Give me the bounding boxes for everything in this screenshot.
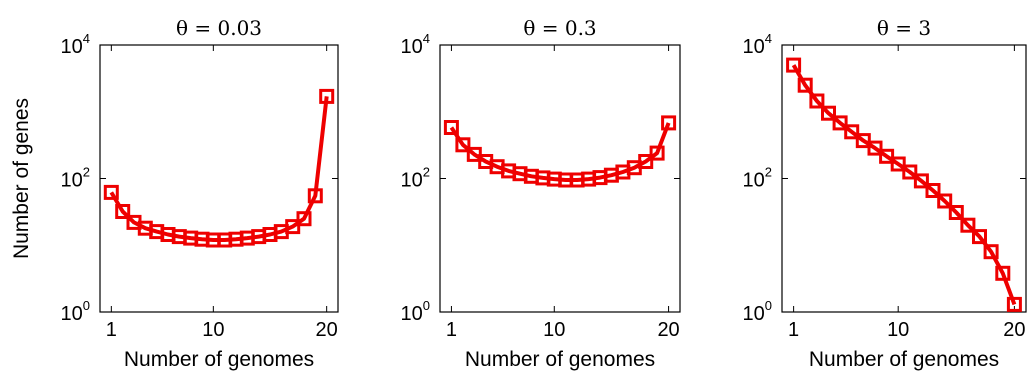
data-point-marker — [821, 105, 836, 121]
y-tick-exponent: 2 — [765, 165, 772, 180]
y-tick-label: 100 — [401, 298, 430, 325]
x-tick-label: 10 — [887, 319, 909, 341]
y-tick-base: 10 — [743, 303, 765, 325]
y-tick-label: 104 — [61, 31, 90, 58]
data-point-marker — [913, 173, 929, 189]
y-tick-base: 10 — [61, 170, 83, 192]
data-point-marker — [307, 188, 323, 204]
y-tick-exponent: 0 — [83, 298, 90, 313]
data-point-marker — [455, 137, 471, 153]
y-tick-base: 10 — [743, 170, 765, 192]
y-tick-exponent: 0 — [423, 298, 430, 313]
data-point-marker — [902, 164, 918, 180]
chart-title: θ = 3 — [877, 16, 931, 40]
y-tick-base: 10 — [743, 36, 765, 58]
x-axis-label: Number of genomes — [809, 348, 999, 371]
data-point-marker — [638, 154, 654, 169]
y-tick-label: 102 — [61, 165, 90, 192]
y-tick-label: 102 — [401, 165, 430, 192]
data-point-marker — [285, 219, 301, 235]
y-tick-label: 100 — [61, 298, 90, 325]
y-tick-base: 10 — [401, 303, 423, 325]
data-point-marker — [960, 217, 976, 233]
y-tick-base: 10 — [401, 170, 423, 192]
data-point-marker — [937, 193, 953, 209]
data-point-marker — [890, 156, 906, 172]
data-point-marker — [115, 204, 131, 219]
series-line — [449, 122, 671, 182]
y-tick-exponent: 4 — [83, 31, 90, 46]
series-line — [791, 64, 1017, 306]
chart-title: θ = 0.3 — [523, 16, 596, 40]
y-tick-base: 10 — [401, 36, 423, 58]
x-tick-label: 10 — [202, 319, 224, 341]
data-point-marker — [879, 148, 895, 164]
data-point-marker — [103, 184, 119, 200]
y-tick-exponent: 4 — [423, 31, 430, 46]
data-point-marker — [983, 244, 999, 260]
data-point-marker — [844, 124, 860, 140]
x-axis-label: Number of genomes — [124, 348, 314, 371]
y-axis-label: Number of genes — [10, 98, 33, 259]
data-point-marker — [649, 145, 665, 161]
x-tick-label: 1 — [788, 319, 799, 341]
y-tick-exponent: 4 — [765, 31, 772, 46]
series-line — [109, 96, 329, 242]
x-axis-label: Number of genomes — [465, 348, 655, 371]
data-point-marker — [1006, 296, 1022, 312]
data-point-marker — [797, 77, 813, 93]
data-point-marker — [832, 115, 848, 131]
plot-frame — [99, 44, 339, 313]
data-point-marker — [867, 140, 883, 156]
data-point-marker — [948, 205, 964, 220]
x-tick-label: 20 — [1003, 319, 1025, 341]
y-tick-label: 104 — [401, 31, 430, 58]
x-tick-label: 1 — [446, 319, 457, 341]
y-tick-base: 10 — [61, 303, 83, 325]
data-point-marker — [925, 183, 941, 198]
y-tick-label: 100 — [743, 298, 772, 325]
x-tick-label: 20 — [316, 319, 338, 341]
y-tick-label: 104 — [743, 31, 772, 58]
data-point-marker — [296, 211, 312, 227]
data-point-marker — [319, 88, 335, 104]
x-tick-label: 20 — [657, 319, 679, 341]
y-tick-exponent: 0 — [765, 298, 772, 313]
data-point-marker — [972, 229, 987, 245]
x-tick-label: 10 — [543, 319, 565, 341]
y-tick-exponent: 2 — [423, 165, 430, 180]
data-point-marker — [809, 93, 825, 109]
data-point-marker — [661, 115, 677, 131]
y-tick-label: 102 — [743, 165, 772, 192]
x-tick-label: 1 — [106, 319, 117, 341]
data-point-marker — [443, 120, 459, 135]
chart-title: θ = 0.03 — [176, 16, 262, 40]
y-tick-exponent: 2 — [83, 165, 90, 180]
data-point-marker — [786, 57, 802, 73]
y-tick-base: 10 — [61, 36, 83, 58]
data-point-marker — [995, 265, 1011, 281]
